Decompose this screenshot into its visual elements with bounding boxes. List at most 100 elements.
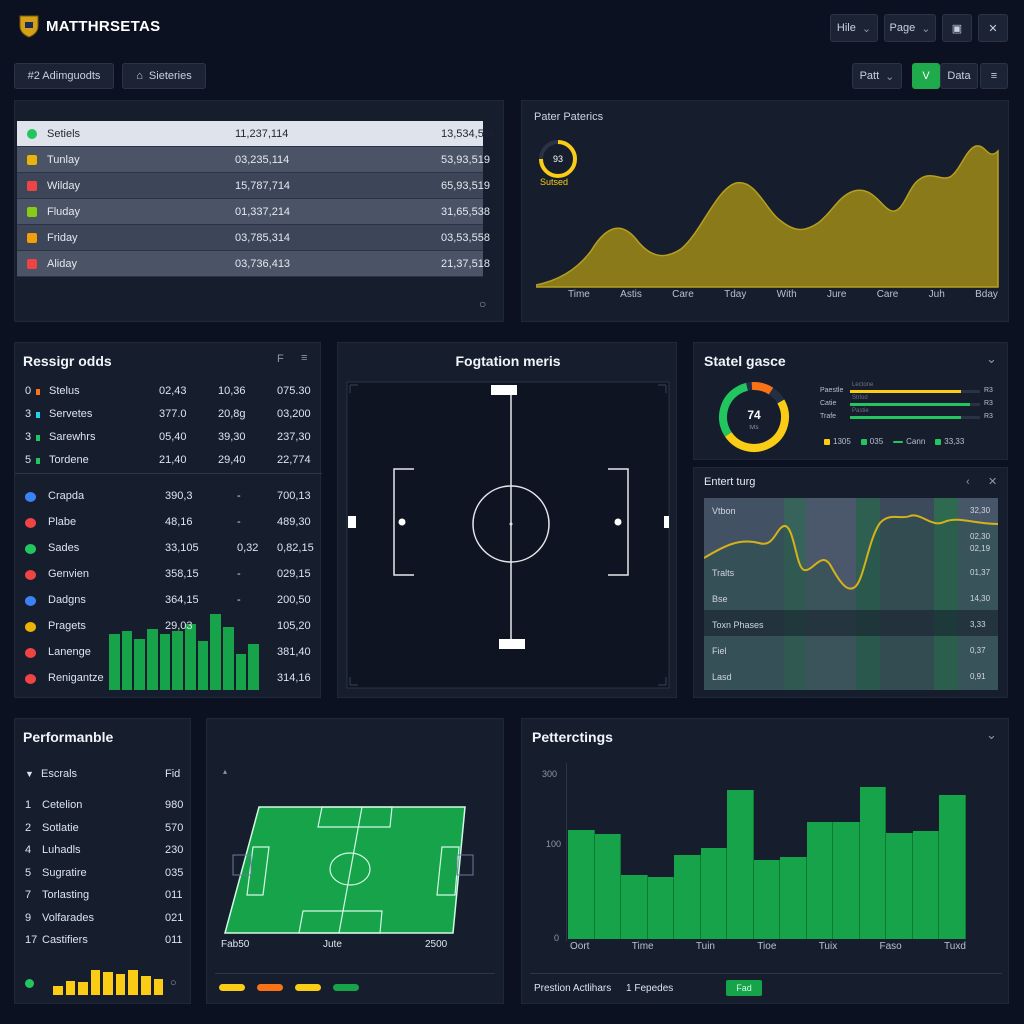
- export-icon-button[interactable]: ▣: [942, 14, 972, 42]
- data-button[interactable]: Data: [940, 63, 978, 89]
- list-item[interactable]: 3 Sarewhrs 05,40 39,30 237,30: [15, 429, 322, 449]
- list-item[interactable]: 0 Stelus 02,43 10,36 075.30: [15, 383, 322, 403]
- chevron-down-icon[interactable]: ▼: [25, 769, 34, 779]
- close-icon-button[interactable]: ✕: [978, 14, 1008, 42]
- row-c: 489,30: [277, 516, 311, 528]
- legend-swatch: [219, 984, 245, 991]
- bar: [939, 794, 966, 939]
- home-icon: ⌂: [136, 70, 143, 82]
- x-tick-label: Time: [631, 941, 654, 952]
- table-row[interactable]: Wilday 15,787,714 65,93,519: [17, 173, 490, 199]
- refresh-icon[interactable]: ○: [170, 977, 177, 989]
- list-item[interactable]: 1 Cetelion 980: [15, 799, 192, 817]
- legend-item: 33,33: [935, 437, 964, 446]
- list-item[interactable]: Crapda 390,3 - 700,13: [15, 487, 322, 507]
- x-tick-label: Time: [568, 289, 590, 300]
- list-item[interactable]: Pragets 29,03 105,20: [15, 617, 322, 637]
- chevron-down-icon[interactable]: ⌄: [986, 727, 997, 742]
- bar: [140, 975, 151, 995]
- bottom-marker: [499, 639, 525, 649]
- pater-title: Pater Paterics: [534, 111, 604, 123]
- bar: [147, 628, 158, 690]
- bar: [223, 626, 234, 690]
- mini-tag: Lectone: [852, 382, 874, 388]
- list-item[interactable]: 17 Castifiers 011: [15, 934, 192, 952]
- list-item[interactable]: 7 Torlasting 011: [15, 889, 192, 907]
- x-tick-label: Tuix: [818, 941, 838, 952]
- bar: [185, 623, 196, 690]
- y-tick-300: 300: [542, 769, 558, 779]
- x-tick-label: Tuin: [695, 941, 715, 952]
- chevron-down-icon[interactable]: ⌄: [986, 351, 997, 366]
- row-b: 20,8g: [218, 408, 246, 420]
- pater-gauge-value: 93: [553, 154, 563, 164]
- filter-icon[interactable]: F: [277, 353, 284, 365]
- list-item[interactable]: 9 Volfarades 021: [15, 912, 192, 930]
- legend-swatch: [257, 984, 283, 991]
- list-item[interactable]: 5 Tordene 21,40 29,40 22,774: [15, 452, 322, 472]
- bar: [121, 630, 133, 690]
- entert-row-value: 02,19: [970, 544, 991, 553]
- list-item[interactable]: 3 Servetes 377.0 20,8g 03,200: [15, 406, 322, 426]
- y-tick-100: 100: [546, 839, 562, 849]
- bar: [128, 970, 138, 995]
- list-item[interactable]: 2 Sotlatie 570: [15, 822, 192, 840]
- close-icon[interactable]: ✕: [988, 476, 998, 488]
- table-row[interactable]: Setiels 11,237,114 13,534,5%: [17, 121, 494, 147]
- list-item[interactable]: Lanenge 381,40: [15, 643, 322, 663]
- table-row[interactable]: Tunlay 03,235,114 53,93,519: [17, 147, 490, 173]
- list-item[interactable]: Plabe 48,16 - 489,30: [15, 513, 322, 533]
- patt-dropdown[interactable]: Patt ⌄: [852, 63, 902, 89]
- row-name: Tordene: [49, 454, 89, 466]
- list-item[interactable]: Dadgns 364,15 - 200,50: [15, 591, 322, 611]
- sieteries-tab[interactable]: ⌂ Sieteries: [122, 63, 206, 89]
- mini-tag: Strlod: [852, 395, 868, 401]
- menu-page-button[interactable]: Page ⌄: [884, 14, 936, 42]
- adjustments-label: #2 Adimguodts: [27, 70, 101, 82]
- entert-row-label: Vtbon: [712, 506, 736, 516]
- list-icon[interactable]: ≡: [301, 352, 308, 364]
- resig-title: Ressigr odds: [23, 353, 112, 369]
- row-a: 358,15: [165, 568, 199, 580]
- row-c: 105,20: [277, 620, 311, 632]
- row-name: Plabe: [48, 516, 77, 528]
- bar: [594, 834, 622, 939]
- resig-panel: Ressigr odds F ≡ 0 Stelus 02,43 10,36 075.30…: [14, 342, 322, 698]
- row-value: 980: [165, 799, 184, 811]
- previous-icon[interactable]: ‹: [966, 476, 970, 488]
- row-a: 29,03: [165, 620, 193, 632]
- list-item[interactable]: Renigantze 314,16: [15, 669, 322, 689]
- status-dot: [27, 207, 37, 217]
- v-toggle-button[interactable]: V: [912, 63, 940, 89]
- bar: [115, 974, 126, 995]
- list-item[interactable]: 5 Sugratire 035: [15, 867, 192, 885]
- bar-label: Trafe: [820, 413, 837, 420]
- perf-bar-chart: [53, 969, 164, 995]
- bar: [568, 829, 595, 939]
- app-title: MATTHRSETAS: [46, 18, 161, 35]
- list-item[interactable]: 4 Luhadls 230: [15, 844, 192, 862]
- legend-swatch: [860, 438, 867, 445]
- row-value-1: 03,736,413: [235, 258, 291, 270]
- x-tick-label: Tday: [724, 289, 747, 300]
- row-b: -: [237, 516, 241, 528]
- menu-hile-button[interactable]: Hile ⌄: [830, 14, 878, 42]
- petter-footer-button[interactable]: Fad: [726, 980, 762, 996]
- row-name: Sugratire: [42, 866, 87, 879]
- bar: [235, 654, 247, 690]
- list-item[interactable]: Sades 33,105 0,32 0,82,15: [15, 539, 322, 559]
- list-item[interactable]: Genvien 358,15 - 029,15: [15, 565, 322, 585]
- chevron-down-icon: ⌄: [921, 22, 931, 35]
- table-row[interactable]: Friday 03,785,314 03,53,558: [17, 225, 490, 251]
- bar: [78, 982, 88, 995]
- menu-icon-button[interactable]: ≡: [980, 63, 1008, 89]
- refresh-icon[interactable]: ○: [479, 297, 487, 311]
- legend-swatch: [824, 438, 830, 445]
- table-row[interactable]: Aliday 03,736,413 21,37,518: [17, 251, 490, 277]
- row-index: 3: [25, 431, 32, 443]
- perf-header-right: Fid: [165, 768, 181, 780]
- pater-gauge: 93: [539, 140, 577, 178]
- adjustments-tab[interactable]: #2 Adimguodts: [14, 63, 114, 89]
- legend-swatch: [935, 438, 942, 445]
- table-row[interactable]: Fluday 01,337,214 31,65,538: [17, 199, 490, 225]
